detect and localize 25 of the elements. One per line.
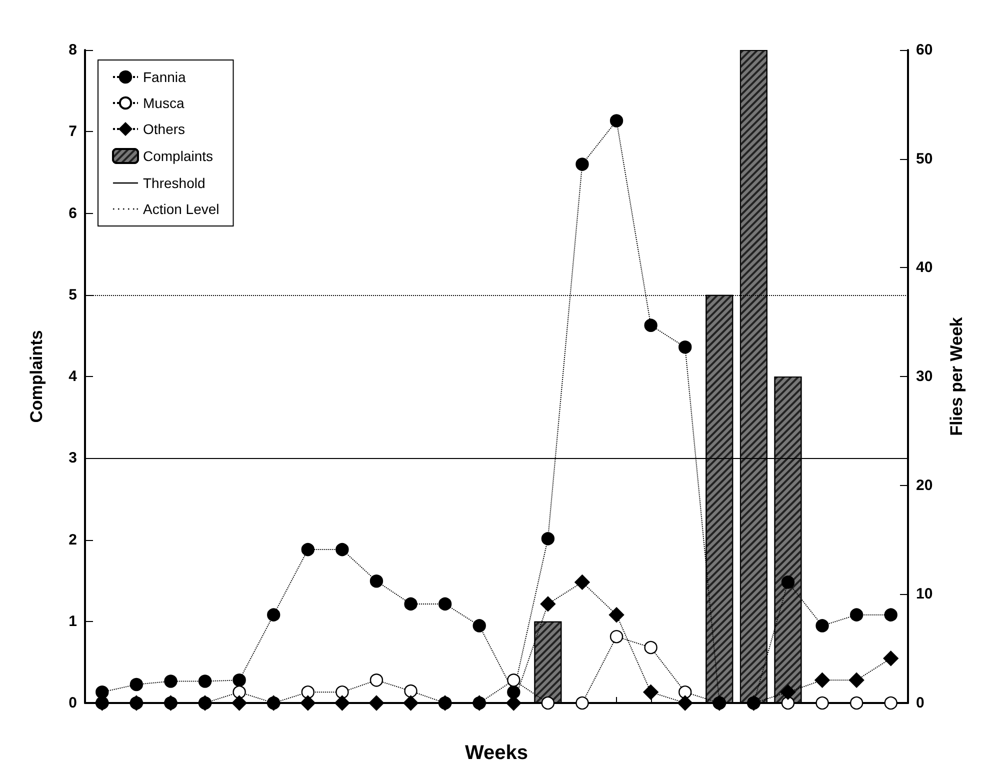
legend-label: Musca xyxy=(143,95,184,111)
y-tick-label: 2 xyxy=(68,531,77,548)
legend-label: Action Level xyxy=(143,201,220,217)
y2-tick-label: 40 xyxy=(916,259,933,276)
y2-tick-label: 50 xyxy=(916,150,933,168)
y-tick-label: 6 xyxy=(68,204,77,222)
y2-tick-label: 30 xyxy=(916,368,933,385)
y-tick-label: 7 xyxy=(68,123,77,140)
y-tick-label: 3 xyxy=(68,450,77,467)
x-axis-title: Weeks xyxy=(464,742,528,764)
y-tick-label: 1 xyxy=(68,612,77,630)
legend-label: Threshold xyxy=(143,175,206,191)
y2-tick-label: 10 xyxy=(916,586,933,603)
y-axis-title: Complaints xyxy=(27,330,46,423)
y-tick-label: 5 xyxy=(68,286,77,304)
legend-label: Fannia xyxy=(143,69,186,85)
legend-label: Complaints xyxy=(143,148,214,164)
y2-tick-label: 60 xyxy=(916,42,933,58)
y2-tick-label: 0 xyxy=(916,694,924,712)
y-tick-label: 8 xyxy=(68,42,77,58)
y-tick-label: 4 xyxy=(68,368,78,385)
legend-label: Others xyxy=(143,121,186,137)
y2-tick-label: 20 xyxy=(916,476,933,494)
y2-axis-title: Flies per Week xyxy=(947,316,966,436)
y-tick-label: 0 xyxy=(68,694,77,712)
